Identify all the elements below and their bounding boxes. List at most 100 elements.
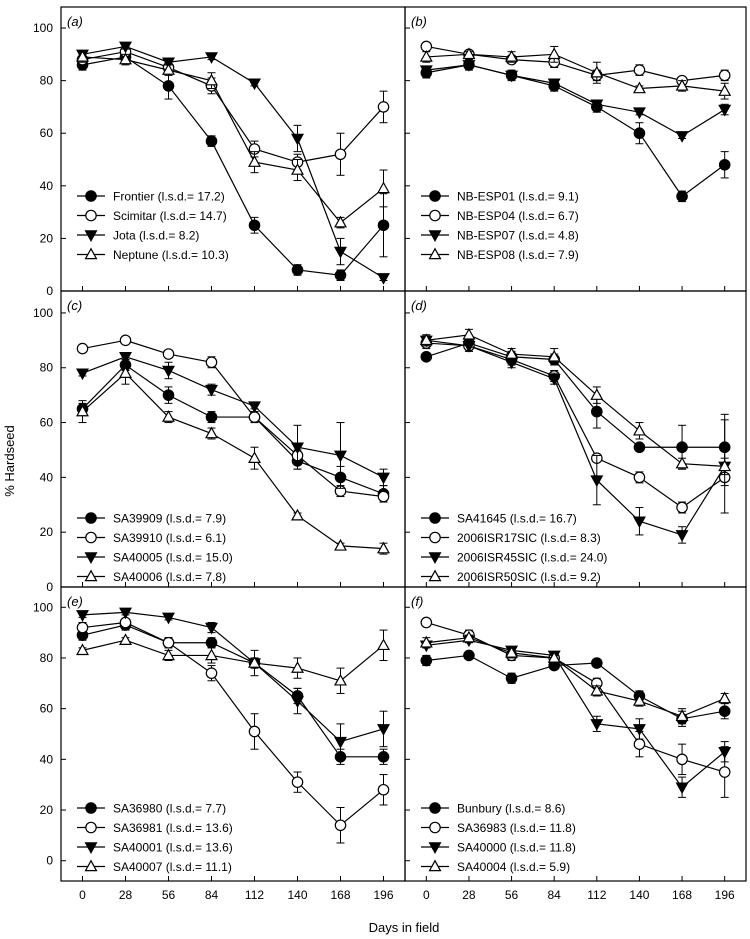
data-point: [632, 423, 646, 436]
data-point: [420, 616, 433, 629]
data-point: [119, 352, 132, 364]
legend-label: SA39909 (l.s.d.= 7.9): [113, 512, 226, 526]
data-point: [248, 401, 261, 414]
panel-frame: [60, 586, 406, 882]
x-tick-label: 196: [373, 888, 393, 902]
series-line: [82, 621, 384, 827]
data-point: [505, 347, 519, 359]
data-point: [291, 661, 304, 673]
data-point: [718, 84, 732, 96]
legend-label: SA40001 (l.s.d.= 13.6): [113, 841, 233, 855]
data-point: [377, 219, 390, 232]
data-point: [590, 65, 604, 78]
data-point: [675, 709, 689, 722]
data-point: [718, 746, 732, 759]
x-tick-label: 84: [548, 888, 562, 902]
data-point: [505, 672, 518, 685]
data-point: [419, 333, 433, 346]
legend: Frontier (l.s.d.= 17.2) Scimitar (l.s.d.=…: [77, 190, 229, 262]
data-point: [119, 52, 132, 65]
legend-label: NB-ESP01 (l.s.d.= 9.1): [457, 190, 579, 204]
legend: NB-ESP01 (l.s.d.= 9.1) NB-ESP04 (l.s.d.= …: [421, 190, 579, 262]
data-point: [675, 782, 689, 795]
panel-label: (b): [411, 14, 427, 29]
data-point: [334, 819, 347, 832]
data-point: [633, 471, 646, 484]
data-point: [377, 181, 390, 194]
panel-label: (e): [67, 594, 83, 609]
data-point: [675, 131, 689, 143]
data-point: [334, 148, 347, 161]
data-point: [505, 70, 519, 83]
data-point: [162, 612, 175, 625]
series-line: [82, 339, 384, 498]
data-point: [334, 215, 347, 228]
series-line: [426, 621, 725, 773]
legend: Bunbury (l.s.d.= 8.6) SA36983 (l.s.d.= 11…: [421, 802, 576, 874]
series-4: [419, 630, 732, 725]
series-line: [82, 611, 384, 743]
series-3: [76, 41, 390, 285]
panel-label: (a): [67, 14, 83, 29]
data-point: [718, 104, 732, 117]
data-point: [162, 348, 175, 360]
data-point: [162, 57, 175, 70]
legend-marker: [85, 512, 97, 524]
legend-label: 2006ISR45SIC (l.s.d.= 24.0): [457, 551, 607, 565]
series-line: [426, 53, 725, 92]
panel-frame: [404, 586, 747, 882]
data-point: [76, 404, 89, 417]
data-point: [377, 751, 390, 763]
x-tick-label: 168: [672, 888, 692, 902]
data-point: [632, 694, 646, 706]
data-point: [162, 648, 175, 661]
legend-label: SA40000 (l.s.d.= 11.8): [457, 841, 576, 855]
data-point: [590, 388, 604, 400]
series-4: [419, 45, 732, 100]
legend-marker: [84, 859, 98, 872]
panel-label: (d): [411, 298, 427, 313]
data-point: [419, 50, 433, 62]
data-point: [419, 65, 433, 78]
data-point: [162, 636, 175, 649]
data-point: [462, 630, 476, 643]
data-point: [462, 327, 476, 340]
legend-label: Jota (l.s.d.= 8.2): [113, 229, 199, 243]
data-point: [119, 607, 132, 620]
data-point: [205, 667, 218, 679]
data-point: [718, 459, 732, 472]
data-point: [632, 81, 646, 94]
series-line: [426, 334, 725, 468]
series-line: [82, 51, 384, 163]
y-tick-label: 80: [40, 651, 54, 665]
data-point: [462, 341, 476, 353]
series-2: [76, 616, 390, 844]
data-point: [248, 155, 261, 167]
x-tick-label: 0: [79, 888, 86, 902]
legend-label: SA40006 (l.s.d.= 7.8): [113, 570, 226, 584]
legend-marker: [428, 842, 442, 854]
series-4: [419, 327, 732, 476]
data-point: [205, 622, 218, 635]
data-point: [76, 621, 89, 634]
data-point: [205, 135, 218, 147]
legend-label: SA36980 (l.s.d.= 7.7): [113, 802, 226, 816]
data-point: [248, 451, 261, 463]
data-point: [162, 63, 175, 75]
y-tick-label: 0: [46, 284, 53, 298]
y-tick-label: 100: [33, 306, 53, 320]
data-point: [291, 133, 304, 146]
data-point: [633, 64, 646, 76]
legend-label: SA39910 (l.s.d.= 6.1): [113, 531, 226, 545]
data-point: [76, 50, 89, 62]
data-point: [205, 73, 218, 86]
data-point: [162, 389, 175, 401]
legend-label: SA41645 (l.s.d.= 16.7): [457, 512, 577, 526]
x-tick-label: 140: [629, 888, 649, 902]
data-point: [547, 349, 561, 362]
y-tick-label: 40: [40, 470, 54, 484]
data-point: [334, 269, 347, 282]
y-tick-label: 100: [33, 600, 53, 614]
series-line: [82, 372, 384, 550]
